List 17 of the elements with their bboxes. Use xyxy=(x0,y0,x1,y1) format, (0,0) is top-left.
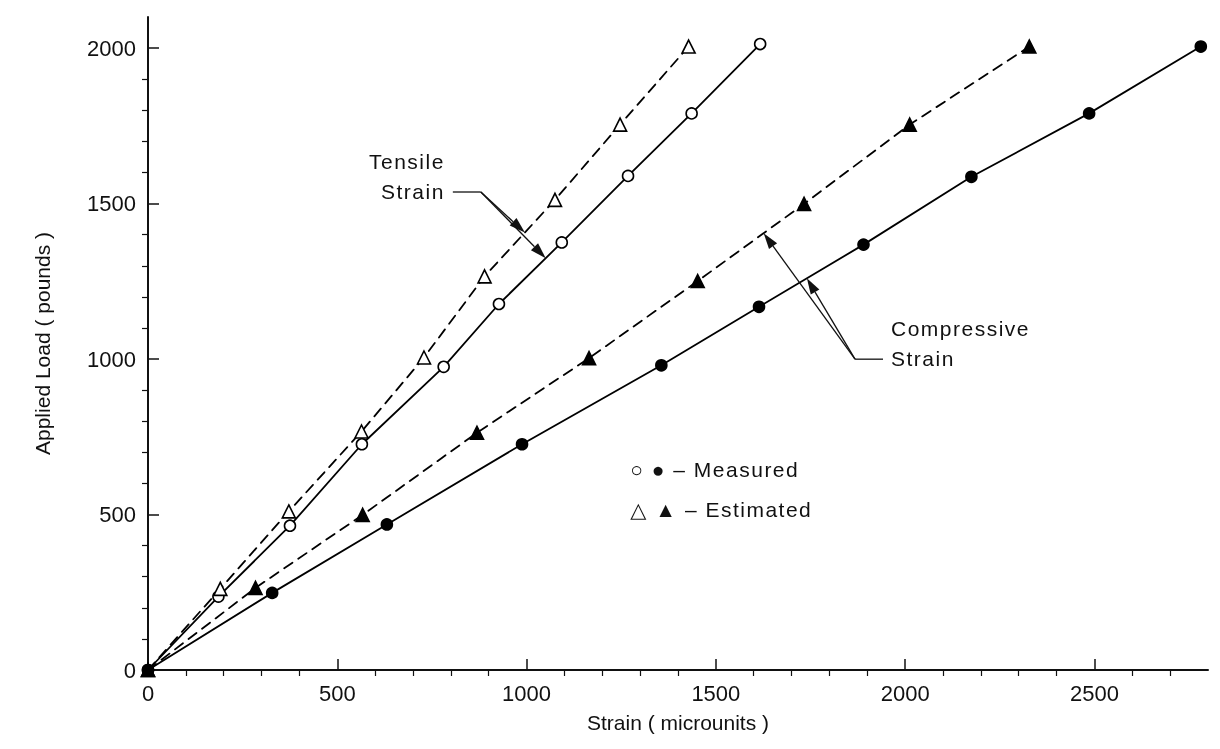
x-tick-label: 1500 xyxy=(691,680,741,706)
x-tick-label: 2500 xyxy=(1069,680,1119,706)
annotation: △ ▲ – Estimated xyxy=(630,498,813,522)
y-tick-label: 1500 xyxy=(87,191,136,217)
annotation: Tensile Strain xyxy=(368,150,445,203)
y-tick-label: 500 xyxy=(99,502,136,528)
x-tick-label: 1000 xyxy=(502,680,552,706)
y-tick-label: 1000 xyxy=(87,346,136,372)
x-tick-label: 2000 xyxy=(880,680,930,706)
y-tick-label: 0 xyxy=(123,657,136,683)
y-axis-title: Applied Load ( pounds ) xyxy=(31,232,54,455)
x-tick-label: 0 xyxy=(141,680,155,706)
x-tick-label: 500 xyxy=(318,680,356,706)
annotation: Compressive Strain xyxy=(891,317,1031,371)
annotation: ○ ● – Measured xyxy=(630,458,800,482)
y-tick-label: 2000 xyxy=(87,35,136,61)
x-axis-title: Strain ( microunits ) xyxy=(586,711,770,734)
